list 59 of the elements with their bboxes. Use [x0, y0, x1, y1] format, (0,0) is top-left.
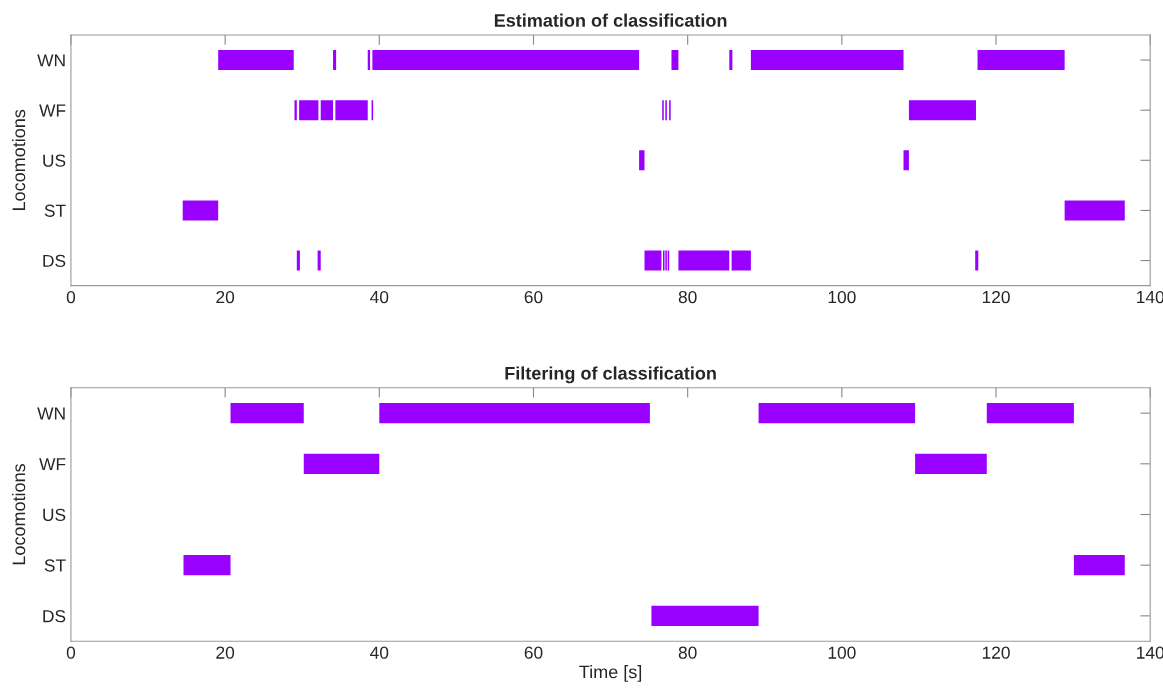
bar	[975, 250, 979, 271]
x-tick-label: 20	[216, 290, 235, 304]
y-tick-label: WN	[37, 54, 65, 67]
x-tick-label: 60	[524, 646, 543, 659]
x-tick-label: 60	[524, 290, 543, 304]
y-tick-label: DS	[43, 610, 66, 623]
bar	[299, 100, 319, 121]
x-tick-label: 120	[982, 290, 1010, 304]
y-axis-title: Locomotions	[11, 463, 26, 565]
y-tick-label: US	[43, 508, 66, 521]
y-axis-title: Locomotions	[11, 109, 26, 210]
bar	[671, 50, 679, 71]
bar	[1073, 555, 1125, 576]
bar	[644, 250, 662, 271]
bar	[317, 250, 321, 271]
bar	[729, 50, 733, 71]
bar	[303, 453, 380, 474]
y-tick-label: WF	[39, 104, 66, 117]
x-tick-label: 100	[828, 646, 856, 659]
y-tick-label: US	[43, 154, 66, 167]
bar	[908, 100, 976, 121]
chart-title: Estimation of classification	[494, 13, 727, 27]
x-tick-label: 80	[678, 646, 697, 659]
bar	[296, 250, 300, 271]
y-tick-label: WN	[37, 407, 65, 420]
x-tick-label: 80	[678, 290, 697, 304]
x-tick-label: 40	[370, 290, 389, 304]
bar	[182, 200, 219, 221]
bar	[320, 100, 334, 121]
bar	[758, 403, 916, 424]
bar	[986, 403, 1074, 424]
bar	[750, 50, 904, 71]
bar	[731, 250, 751, 271]
x-tick-label: 0	[66, 646, 76, 659]
bar	[915, 453, 987, 474]
x-tick-label: 120	[982, 646, 1010, 659]
bar	[651, 605, 759, 626]
bar	[379, 403, 650, 424]
bar	[977, 50, 1065, 71]
bar	[218, 50, 294, 71]
bar	[335, 100, 368, 121]
bar	[903, 150, 909, 171]
x-tick-label: 40	[370, 646, 389, 659]
x-tick-label: 100	[828, 290, 856, 304]
bar	[333, 50, 337, 71]
y-tick-label: ST	[44, 204, 66, 217]
chart-title: Filtering of classification	[505, 366, 716, 384]
bar	[1064, 200, 1125, 221]
bar	[678, 250, 730, 271]
bar	[230, 403, 304, 424]
y-tick-label: WF	[39, 458, 66, 471]
y-tick-label: DS	[43, 254, 66, 267]
x-axis-title: Time [s]	[579, 665, 642, 682]
y-tick-label: ST	[44, 559, 66, 572]
bar	[372, 50, 640, 71]
bar	[183, 555, 231, 576]
x-tick-label: 0	[66, 290, 76, 304]
bar	[639, 150, 645, 171]
x-tick-label: 20	[216, 646, 235, 659]
